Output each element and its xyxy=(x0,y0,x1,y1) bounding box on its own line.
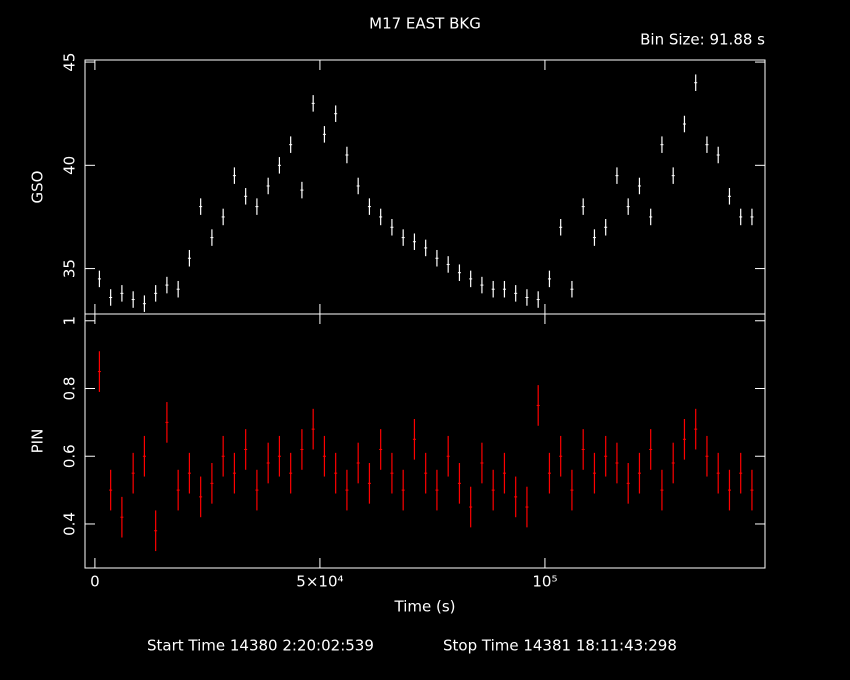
y-tick-label: 40 xyxy=(61,156,79,175)
plot-frame xyxy=(84,313,766,569)
x-tick-label: 5×10⁴ xyxy=(296,573,343,591)
stop-time: Stop Time 14381 18:11:43:298 xyxy=(443,637,677,655)
y-axis-label: PIN xyxy=(29,429,47,454)
x-tick-label: 0 xyxy=(90,573,100,591)
x-axis-label: Time (s) xyxy=(394,598,456,616)
y-axis-label: GSO xyxy=(29,171,47,204)
bin-size: Bin Size: 91.88 s xyxy=(640,31,765,49)
y-tick-label: 0.8 xyxy=(61,377,79,401)
start-time: Start Time 14380 2:20:02:539 xyxy=(147,637,374,655)
chart-title: M17 EAST BKG xyxy=(369,15,481,33)
y-tick-label: 1 xyxy=(61,316,79,326)
y-tick-label: 0.6 xyxy=(61,444,79,468)
y-tick-label: 35 xyxy=(61,259,79,278)
plot-frame xyxy=(84,59,766,315)
y-tick-label: 45 xyxy=(61,53,79,72)
x-tick-label: 10⁵ xyxy=(532,573,557,591)
y-tick-label: 0.4 xyxy=(61,512,79,536)
